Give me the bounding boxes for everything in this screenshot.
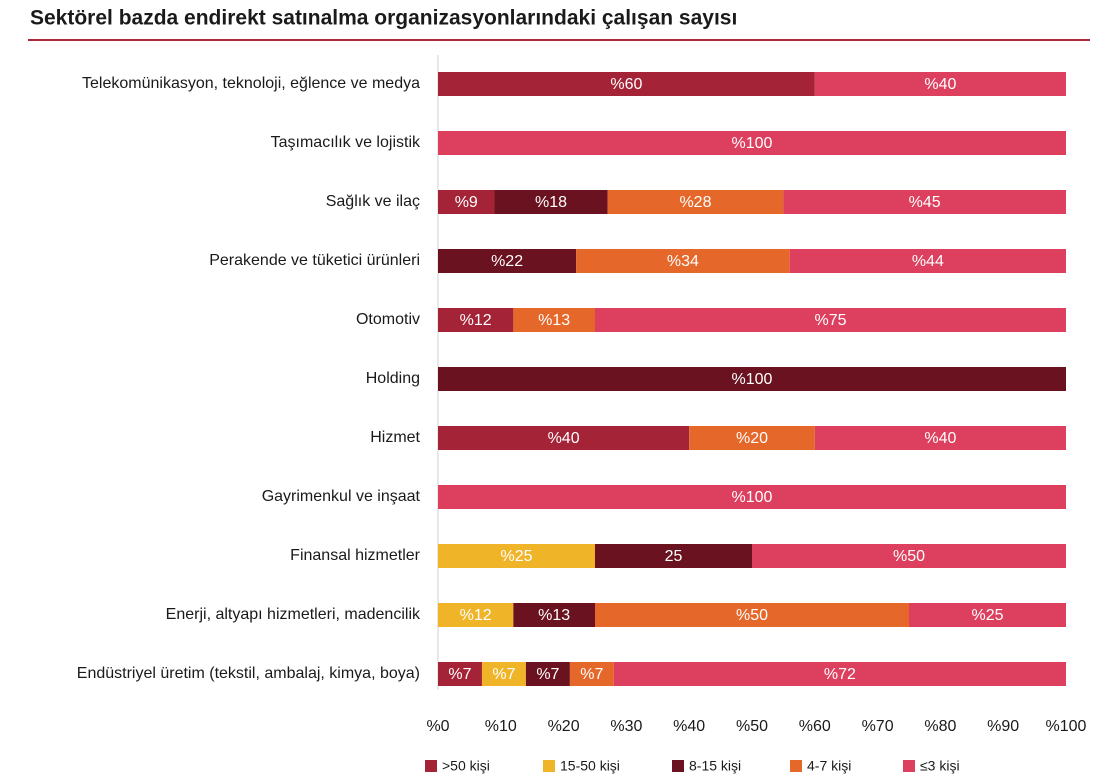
legend-label: >50 kişi <box>442 758 490 774</box>
bar-segment <box>814 72 1066 96</box>
data-label: %12 <box>460 607 492 624</box>
data-label: %40 <box>924 430 956 447</box>
legend-swatch <box>425 760 437 772</box>
data-label: %60 <box>610 76 642 93</box>
x-tick-label: %80 <box>924 718 956 735</box>
bar-segment <box>481 662 526 686</box>
data-label: %72 <box>824 666 856 683</box>
legend-label: 4-7 kişi <box>807 758 851 774</box>
data-label: %25 <box>500 548 532 565</box>
category-label: Sağlık ve ilaç <box>326 193 420 210</box>
bar-segment <box>595 544 752 568</box>
bar-segment <box>438 662 482 686</box>
data-label: %100 <box>732 135 773 152</box>
x-tick-label: %0 <box>426 718 449 735</box>
bar-segment <box>789 249 1066 273</box>
x-tick-label: %20 <box>548 718 580 735</box>
bar-segment <box>607 190 784 214</box>
x-tick-label: %70 <box>862 718 894 735</box>
bar-segment <box>438 426 690 450</box>
x-tick-label: %40 <box>673 718 705 735</box>
chart-title: Sektörel bazda endirekt satınalma organi… <box>30 7 737 30</box>
legend-label: 8-15 kişi <box>689 758 741 774</box>
data-label: %50 <box>736 607 768 624</box>
bar-segment <box>438 72 815 96</box>
bar-segment <box>595 603 909 627</box>
data-label: %22 <box>491 253 523 270</box>
data-label: %20 <box>736 430 768 447</box>
data-label: %40 <box>924 76 956 93</box>
data-label: %13 <box>538 312 570 329</box>
data-label: %44 <box>912 253 944 270</box>
bar-segment <box>438 131 1066 155</box>
x-tick-label: %100 <box>1046 718 1087 735</box>
category-label: Finansal hizmetler <box>290 547 421 564</box>
category-label: Hizmet <box>370 429 420 446</box>
data-label: %40 <box>548 430 580 447</box>
data-label: %28 <box>679 194 711 211</box>
category-label: Enerji, altyapı hizmetleri, madencilik <box>166 606 421 623</box>
x-tick-label: %10 <box>485 718 517 735</box>
legend-swatch <box>672 760 684 772</box>
data-label: %9 <box>455 194 478 211</box>
legend-swatch <box>543 760 555 772</box>
x-tick-label: %60 <box>799 718 831 735</box>
legend-label: ≤3 kişi <box>920 758 960 774</box>
data-label: 25 <box>665 548 683 565</box>
x-tick-label: %30 <box>610 718 642 735</box>
category-label: Gayrimenkul ve inşaat <box>262 488 421 505</box>
data-label: %50 <box>893 548 925 565</box>
bar-segment <box>525 662 570 686</box>
data-label: %45 <box>909 194 941 211</box>
bar-segment <box>814 426 1066 450</box>
bar-segment <box>513 603 595 627</box>
data-label: %75 <box>814 312 846 329</box>
x-tick-label: %50 <box>736 718 768 735</box>
category-label: Otomotiv <box>356 311 420 328</box>
data-label: %100 <box>732 489 773 506</box>
bar-segment <box>513 308 595 332</box>
data-label: %25 <box>971 607 1003 624</box>
bar-segment <box>438 249 577 273</box>
bar-segment <box>494 190 608 214</box>
data-label: %12 <box>460 312 492 329</box>
bar-segment <box>576 249 790 273</box>
bar-segment <box>595 308 1066 332</box>
data-label: %7 <box>448 666 471 683</box>
data-label: %18 <box>535 194 567 211</box>
bar-segment <box>783 190 1066 214</box>
bar-segment <box>438 544 595 568</box>
bar-segment <box>569 662 614 686</box>
bar-segment <box>438 308 514 332</box>
category-label: Taşımacılık ve lojistik <box>271 134 421 151</box>
legend-swatch <box>903 760 915 772</box>
data-label: %7 <box>536 666 559 683</box>
bar-segment <box>438 190 495 214</box>
data-label: %7 <box>492 666 515 683</box>
bar-segment <box>438 367 1066 391</box>
category-label: Holding <box>366 370 420 387</box>
bar-segment <box>438 603 514 627</box>
category-label: Telekomünikasyon, teknoloji, eğlence ve … <box>82 75 420 92</box>
data-label: %13 <box>538 607 570 624</box>
data-label: %34 <box>667 253 699 270</box>
bar-segment <box>689 426 815 450</box>
category-label: Endüstriyel üretim (tekstil, ambalaj, ki… <box>77 665 420 682</box>
bar-segment <box>438 485 1066 509</box>
data-label: %7 <box>580 666 603 683</box>
bar-segment <box>752 544 1066 568</box>
legend-label: 15-50 kişi <box>560 758 620 774</box>
category-label: Perakende ve tüketici ürünleri <box>209 252 420 269</box>
bar-segment <box>613 662 1066 686</box>
legend-swatch <box>790 760 802 772</box>
data-label: %100 <box>732 371 773 388</box>
bar-segment <box>909 603 1066 627</box>
x-tick-label: %90 <box>987 718 1019 735</box>
